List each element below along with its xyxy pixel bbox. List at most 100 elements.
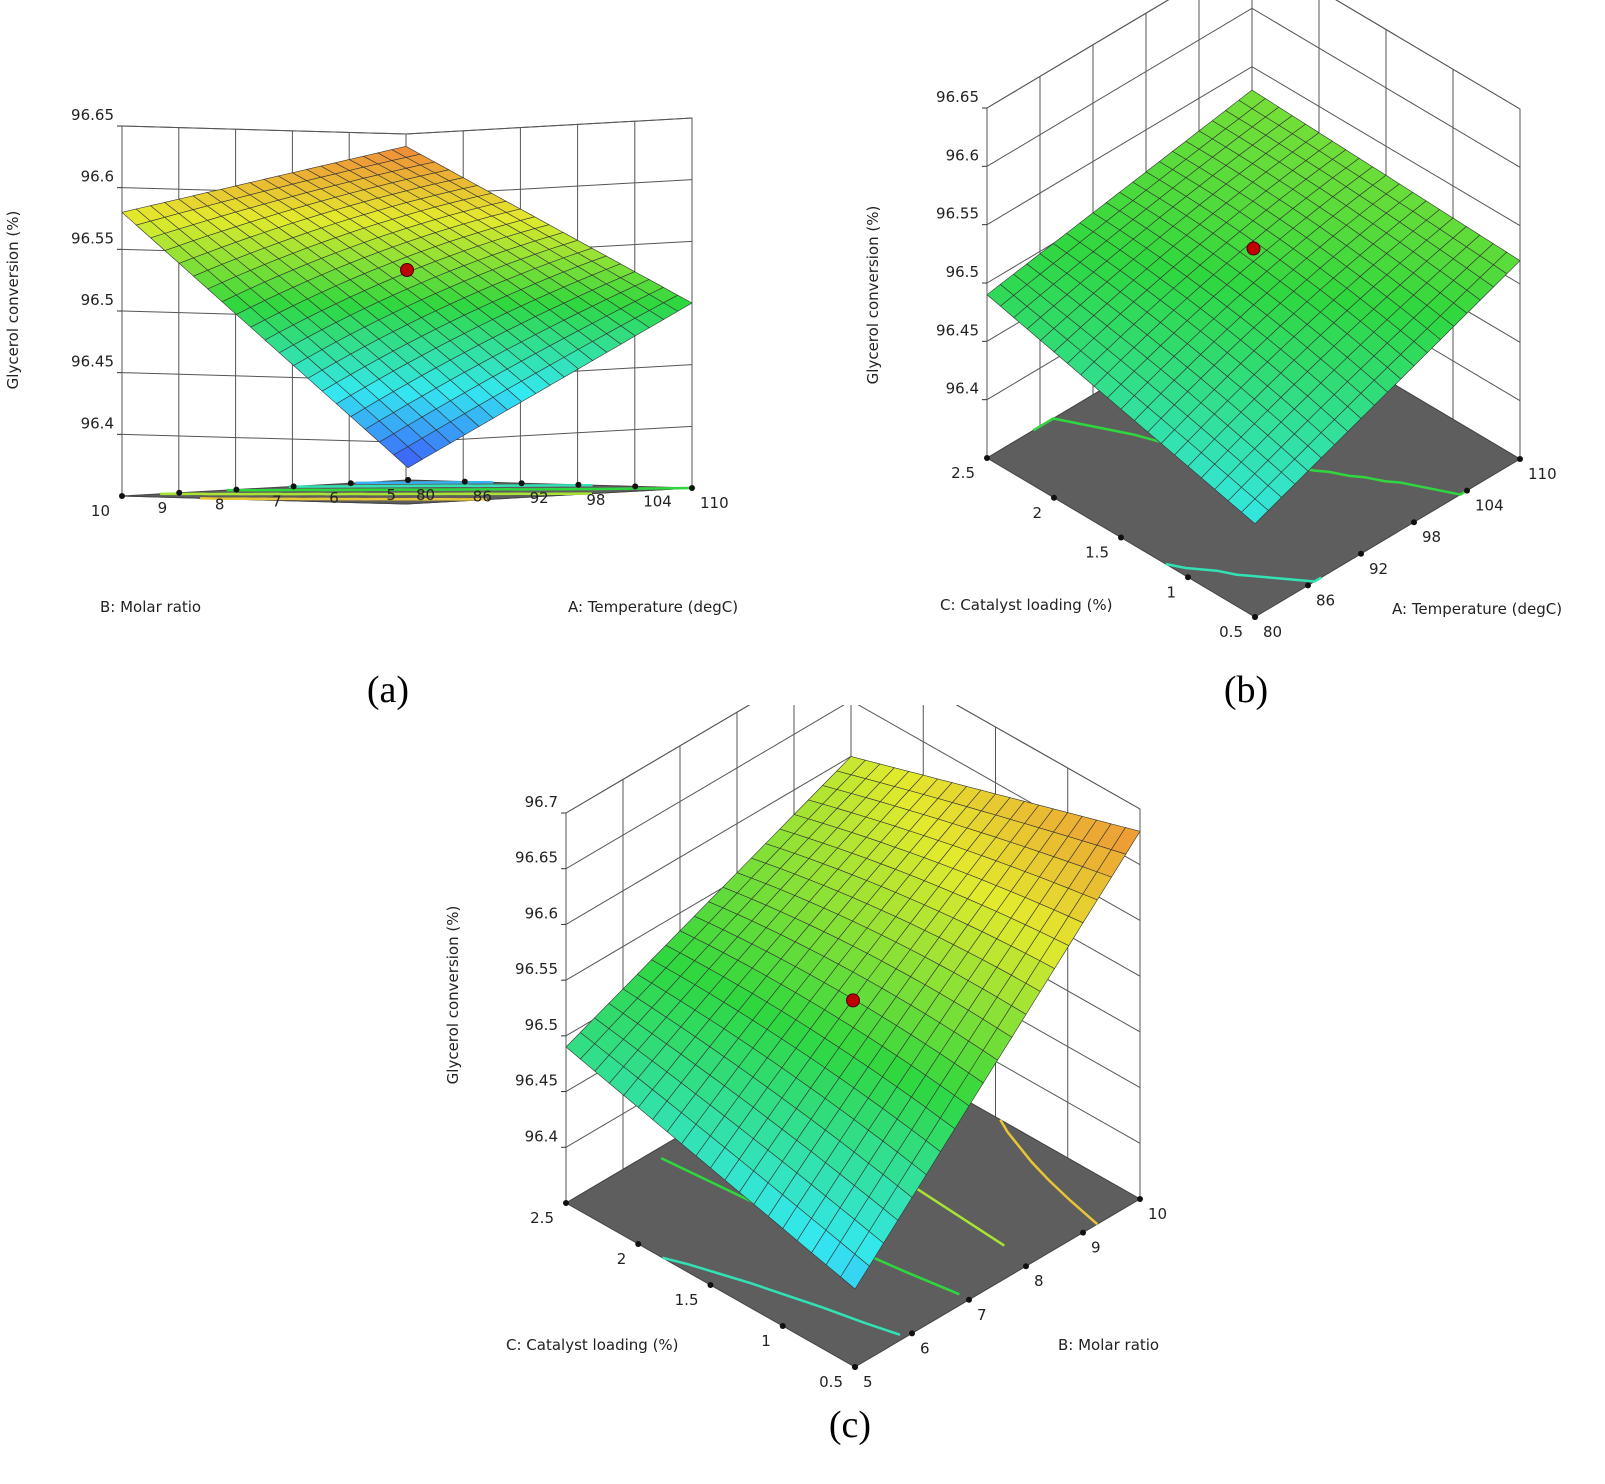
x-tick-label: 98 <box>1422 528 1441 546</box>
y-tick-label: 1 <box>1166 583 1176 601</box>
z-tick-label: 96.5 <box>946 263 979 281</box>
x-tick <box>1023 1263 1029 1270</box>
z-tick-label: 96.4 <box>946 380 979 398</box>
y-tick <box>1051 494 1057 501</box>
y-tick <box>119 493 125 499</box>
z-tick-label: 96.4 <box>525 1127 558 1145</box>
y-axis-title: C: Catalyst loading (%) <box>940 596 1113 614</box>
x-tick <box>461 478 468 485</box>
y-tick-label: 10 <box>91 502 110 520</box>
x-tick-label: 92 <box>530 489 549 507</box>
y-tick <box>1252 614 1258 620</box>
contour-line <box>355 480 494 485</box>
y-tick-label: 6 <box>329 489 339 507</box>
y-tick-label: 2.5 <box>530 1209 554 1227</box>
y-tick <box>290 483 297 490</box>
y-tick-label: 9 <box>158 499 168 517</box>
wall-gridline <box>986 0 1521 110</box>
x-tick <box>632 483 639 490</box>
chart-panel-b: 96.4 96.45 96.5 96.55 96.6 96.65 80 86 92 98 104 11… <box>840 0 1605 711</box>
wall-gridline <box>986 66 1521 227</box>
response-surface <box>121 145 693 469</box>
z-axis-title: Glycerol conversion (%) <box>444 906 462 1085</box>
x-tick <box>1464 487 1470 494</box>
y-tick <box>233 486 240 493</box>
y-tick <box>1185 574 1191 581</box>
x-tick <box>966 1296 972 1303</box>
panel-label-a: (a) <box>366 669 410 711</box>
y-tick-label: 2.5 <box>951 464 975 482</box>
z-axis-title: Glycerol conversion (%) <box>864 206 882 385</box>
design-point <box>846 993 860 1008</box>
wall-gridline <box>986 7 1521 168</box>
surface-cell <box>393 446 423 469</box>
contour-line <box>288 483 593 488</box>
x-tick-label: 6 <box>920 1339 930 1357</box>
y-tick-label: 1.5 <box>675 1291 699 1309</box>
y-tick-label: 0.5 <box>819 1373 843 1391</box>
x-tick-label: 80 <box>1263 623 1282 641</box>
chart-panel-a: 96.4 96.45 96.5 96.55 96.6 96.65 80 86 92 98 104 11… <box>0 0 760 711</box>
chart-panel-c: 96.4 96.45 96.5 96.55 96.6 96.65 96.7 5 6 7 8 9 10 0.… <box>420 705 1200 1484</box>
panel-label-b: (b) <box>1223 669 1269 711</box>
surface-plot-c: 96.4 96.45 96.5 96.55 96.6 96.65 96.7 5 6 7 8 9 10 0.… <box>444 705 1167 1391</box>
box-edges <box>565 809 1141 1203</box>
z-tick-label: 96.5 <box>81 291 114 309</box>
x-tick <box>1358 550 1364 557</box>
y-tick-label: 8 <box>215 496 225 514</box>
x-tick-label: 86 <box>473 488 492 506</box>
panel-label-c: (c) <box>828 1404 872 1446</box>
x-tick <box>518 480 525 487</box>
z-tick-label: 96.5 <box>525 1016 558 1034</box>
y-tick <box>347 480 354 487</box>
x-axis-title: B: Molar ratio <box>1058 1336 1159 1354</box>
y-tick <box>1118 534 1124 541</box>
surface-cell <box>840 1253 870 1290</box>
x-tick-label: 104 <box>643 492 672 510</box>
y-tick <box>707 1282 714 1288</box>
y-tick <box>852 1364 858 1370</box>
response-surface <box>565 756 1141 1290</box>
x-tick <box>575 481 582 488</box>
floor-contours <box>160 480 693 501</box>
z-tick-label: 96.6 <box>946 146 979 164</box>
y-axis-title: B: Molar ratio <box>100 598 201 616</box>
x-tick-label: 8 <box>1034 1272 1044 1290</box>
y-tick <box>176 489 183 496</box>
x-tick-label: 10 <box>1148 1205 1167 1223</box>
z-tick-label: 96.4 <box>81 414 114 432</box>
y-tick-label: 5 <box>386 486 396 504</box>
y-tick-label: 1 <box>761 1332 771 1350</box>
contour-line <box>999 1119 1099 1226</box>
y-tick <box>635 1241 642 1247</box>
z-tick-label: 96.55 <box>936 205 979 223</box>
contour-line <box>662 1256 901 1337</box>
y-tick-label: 0.5 <box>1219 623 1243 641</box>
z-tick-label: 96.6 <box>81 168 114 186</box>
contour-line <box>1165 562 1322 583</box>
z-tick-label: 96.45 <box>936 321 979 339</box>
x-tick <box>909 1330 915 1337</box>
y-tick <box>405 477 411 483</box>
x-tick-label: 86 <box>1316 591 1335 609</box>
z-tick-label: 96.7 <box>525 793 558 811</box>
y-tick-label: 7 <box>272 492 282 510</box>
contour-line <box>160 492 592 496</box>
response-surface <box>986 89 1521 525</box>
x-tick <box>1411 519 1417 526</box>
x-tick <box>1137 1196 1143 1202</box>
x-axis-title: A: Temperature (degC) <box>568 598 738 616</box>
y-tick-label: 1.5 <box>1085 544 1109 562</box>
design-point <box>1246 241 1261 256</box>
contour-line <box>226 486 693 492</box>
y-tick-label: 2 <box>617 1250 627 1268</box>
x-tick <box>689 485 695 491</box>
surface-plot-b: 96.496.4596.596.5596.696.658086929810411… <box>864 0 1562 641</box>
z-tick-label: 96.65 <box>515 849 558 867</box>
z-tick-label: 96.45 <box>515 1072 558 1090</box>
wall-gridline <box>121 117 693 135</box>
x-tick-label: 7 <box>977 1306 987 1324</box>
z-tick-label: 96.6 <box>525 904 558 922</box>
z-tick-label: 96.55 <box>71 229 114 247</box>
